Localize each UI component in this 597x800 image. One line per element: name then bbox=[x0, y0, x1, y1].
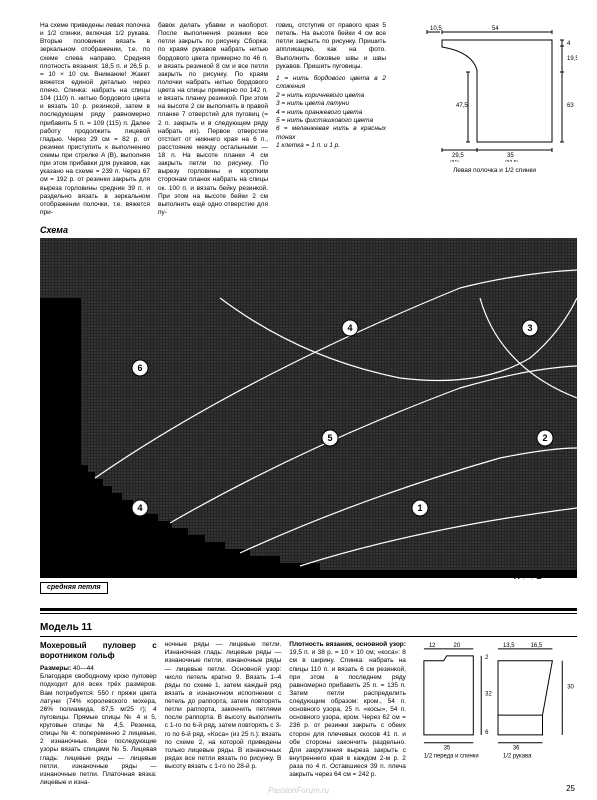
schematic-top: 54 10,5 4 19,5 63 47,5 29,5 35 (31) (33,… bbox=[412, 22, 577, 162]
model-col3: Плотность вязания, основной узор: 19,5 п… bbox=[289, 641, 406, 787]
page-number: 25 bbox=[566, 784, 575, 794]
bd-cap2: 1/2 рукава bbox=[503, 754, 532, 760]
bd-wb2: 36 bbox=[513, 746, 520, 752]
marker-b: B bbox=[536, 572, 542, 581]
middle-stitch-label: средняя петля bbox=[40, 582, 108, 594]
dim-wp2: (33,5) bbox=[505, 160, 518, 162]
model-col1: Мохеровый пуловер с воротником гольф Раз… bbox=[40, 641, 157, 787]
schema-label: Схема bbox=[40, 225, 577, 236]
dim-wb1: 29,5 bbox=[452, 153, 464, 159]
top-text-col1: На схеме приведены левая полочка и 1/2 с… bbox=[40, 22, 150, 217]
knitting-chart: 1 2 3 4 5 6 4 bbox=[40, 238, 577, 578]
region-2: 2 bbox=[542, 433, 547, 443]
watermark: PassionForum.ru bbox=[268, 786, 329, 796]
gauge-label: Плотность вязания, основной узор: bbox=[289, 641, 406, 648]
schematic-top-caption: Левая полочка и 1/2 спинки bbox=[412, 167, 577, 175]
dim-h1: 4 bbox=[567, 41, 571, 47]
top-col3-text: говиц, отступив от правого края 5 петель… bbox=[276, 22, 386, 70]
bd-wb1: 35 bbox=[444, 746, 451, 752]
region-6: 6 bbox=[137, 363, 142, 373]
dim-h2: 19,5 bbox=[567, 56, 577, 62]
model-text1: Благодаря свободному крою пуловер подход… bbox=[40, 673, 157, 786]
legend-1: 1 = нить бордового цвета в 2 сложения bbox=[276, 75, 386, 92]
bd-w1: 12 bbox=[429, 643, 436, 649]
bd-h4: 16,5 bbox=[531, 643, 543, 649]
region-4: 4 bbox=[347, 323, 352, 333]
top-text-col2: бавок делать убавки и наоборот. После вы… bbox=[158, 22, 268, 217]
dim-wb2: 35 bbox=[507, 153, 514, 159]
dim-h4: 47,5 bbox=[456, 103, 468, 109]
model-col2: ночные ряды — лицевые петли. Изнаночная … bbox=[165, 641, 282, 787]
region-3: 3 bbox=[527, 323, 532, 333]
size-label: Размеры: bbox=[40, 665, 71, 672]
legend-3: 3 = нить цвета латуни bbox=[276, 100, 386, 108]
dim-h3: 63 bbox=[567, 103, 574, 109]
top-text-col3: говиц, отступив от правого края 5 петель… bbox=[276, 22, 386, 217]
bd-h2: 30 bbox=[567, 685, 574, 691]
section-divider bbox=[40, 608, 577, 614]
model-title: Мохеровый пуловер с воротником гольф bbox=[40, 641, 157, 661]
bd-cap1: 1/2 переда и спинки bbox=[424, 754, 479, 760]
bd-h5: 32 bbox=[485, 692, 492, 698]
bd-h1: 2 bbox=[485, 655, 488, 661]
legend-4: 4 = нить оранжевого цвета bbox=[276, 109, 386, 117]
legend-6: 6 = меланжевая нить в красных тонах bbox=[276, 125, 386, 142]
region-5: 5 bbox=[327, 433, 332, 443]
dim-w-top: 54 bbox=[492, 26, 499, 32]
bd-h3: 13,5 bbox=[503, 643, 515, 649]
legend-grid: 1 клетка = 1 п. и 1 р. bbox=[276, 142, 386, 150]
dim-w-small: 10,5 bbox=[430, 26, 442, 32]
model-text3: 19,5 п. и 38 р. = 10 × 10 см; «коса»: 8 … bbox=[289, 649, 406, 778]
color-legend: 1 = нить бордового цвета в 2 сложения 2 … bbox=[276, 75, 386, 151]
bd-h6: 6 bbox=[485, 730, 489, 736]
dim-wp1: (31) bbox=[450, 160, 459, 162]
legend-2: 2 = нить коричневого цвета bbox=[276, 92, 386, 100]
region-4b: 4 bbox=[137, 503, 142, 513]
schematic-bottom: 12 20 2 32 6 35 13,5 16,5 30 36 1/2 пере… bbox=[414, 641, 577, 787]
legend-5: 5 = нить фисташкового цвета bbox=[276, 117, 386, 125]
size-value: 40—44 bbox=[73, 665, 94, 672]
region-1: 1 bbox=[417, 503, 422, 513]
model-header: Модель 11 bbox=[40, 622, 577, 637]
bd-w2: 20 bbox=[453, 643, 460, 649]
marker-a: A bbox=[514, 572, 519, 581]
